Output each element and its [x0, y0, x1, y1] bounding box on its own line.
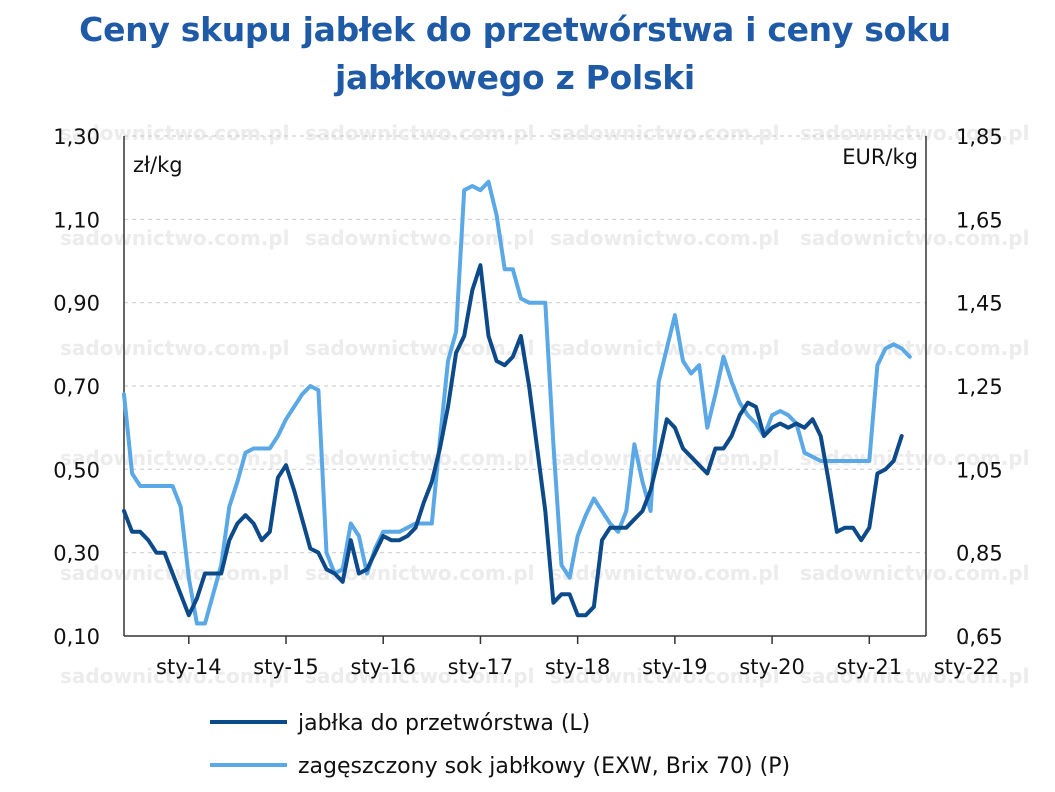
watermark-text-1: sadownictwo.com.pl [305, 121, 534, 145]
watermark-text-18: sadownictwo.com.pl [550, 561, 779, 585]
watermark-layer: sadownictwo.com.pl sadownictwo.com.pl sado… [60, 121, 1029, 688]
x-tick-1: sty-15 [253, 655, 319, 679]
watermark-text-7: sadownictwo.com.pl [800, 226, 1029, 250]
y-tick-left-0: 1,30 [53, 125, 100, 149]
watermark-text-0: sadownictwo.com.pl [60, 121, 289, 145]
x-tick-6: sty-20 [739, 655, 805, 679]
watermark-text-23: sadownictwo.com.pl [800, 664, 1029, 688]
watermark-text-19: sadownictwo.com.pl [800, 561, 1029, 585]
watermark-text-14: sadownictwo.com.pl [550, 446, 779, 470]
watermark-text-13: sadownictwo.com.pl [305, 446, 534, 470]
y-tick-left-6: 0,10 [53, 625, 100, 649]
watermark-text-2: sadownictwo.com.pl [550, 121, 779, 145]
y-tick-left-1: 1,10 [53, 208, 100, 232]
x-tick-4: sty-18 [545, 655, 611, 679]
y-tick-right-4: 1,05 [956, 458, 1003, 482]
watermark-text-20: sadownictwo.com.pl [60, 664, 289, 688]
watermark-text-21: sadownictwo.com.pl [305, 664, 534, 688]
watermark-text-9: sadownictwo.com.pl [305, 336, 534, 360]
x-axis-ticks: sty-14 sty-15 sty-16 sty-17 sty-18 sty-19 sty-… [156, 636, 999, 679]
y-tick-right-2: 1,45 [956, 292, 1003, 316]
series-layer [122, 179, 912, 626]
y-tick-right-0: 1,85 [956, 125, 1003, 149]
right-y-axis-ticks: 1,85 1,65 1,45 1,25 1,05 0,85 0,65 [956, 125, 1003, 649]
chart-title: Ceny skupu jabłek do przetwórstwa i ceny… [0, 6, 1030, 102]
x-tick-7: sty-21 [837, 655, 903, 679]
watermark-text-6: sadownictwo.com.pl [550, 226, 779, 250]
chart-title-line-1: Ceny skupu jabłek do przetwórstwa i ceny… [79, 10, 951, 49]
x-tick-8: sty-22 [934, 655, 1000, 679]
watermark-text-8: sadownictwo.com.pl [60, 336, 289, 360]
y-tick-right-1: 1,65 [956, 208, 1003, 232]
x-tick-2: sty-16 [350, 655, 416, 679]
x-tick-3: sty-17 [448, 655, 514, 679]
series-line-apples [122, 263, 904, 618]
watermark-text-15: sadownictwo.com.pl [800, 446, 1029, 470]
legend-label-juice: zagęszczony sok jabłkowy (EXW, Brix 70) … [298, 754, 790, 779]
y-tick-left-3: 0,70 [53, 375, 100, 399]
y-tick-right-5: 0,85 [956, 542, 1003, 566]
y-tick-left-5: 0,30 [53, 542, 100, 566]
x-tick-0: sty-14 [156, 655, 222, 679]
left-axis-unit: zł/kg [133, 153, 183, 177]
right-axis-unit: EUR/kg [842, 145, 918, 169]
y-tick-right-6: 0,65 [956, 625, 1003, 649]
chart-title-line-2: jabłkowego z Polski [335, 58, 695, 97]
watermark-text-11: sadownictwo.com.pl [800, 336, 1029, 360]
watermark-text-5: sadownictwo.com.pl [305, 226, 534, 250]
y-tick-left-2: 0,90 [53, 292, 100, 316]
legend: jabłka do przetwórstwa (L) zagęszczony s… [210, 711, 790, 779]
y-tick-left-4: 0,50 [53, 458, 100, 482]
y-tick-right-3: 1,25 [956, 375, 1003, 399]
x-tick-5: sty-19 [642, 655, 708, 679]
series-line-juice [122, 179, 912, 626]
axes [123, 136, 927, 637]
watermark-text-3: sadownictwo.com.pl [800, 121, 1029, 145]
watermark-text-4: sadownictwo.com.pl [60, 226, 289, 250]
watermark-text-22: sadownictwo.com.pl [550, 664, 779, 688]
left-y-axis-ticks: 1,30 1,10 0,90 0,70 0,50 0,30 0,10 [53, 125, 100, 649]
legend-label-apples: jabłka do przetwórstwa (L) [297, 711, 590, 736]
